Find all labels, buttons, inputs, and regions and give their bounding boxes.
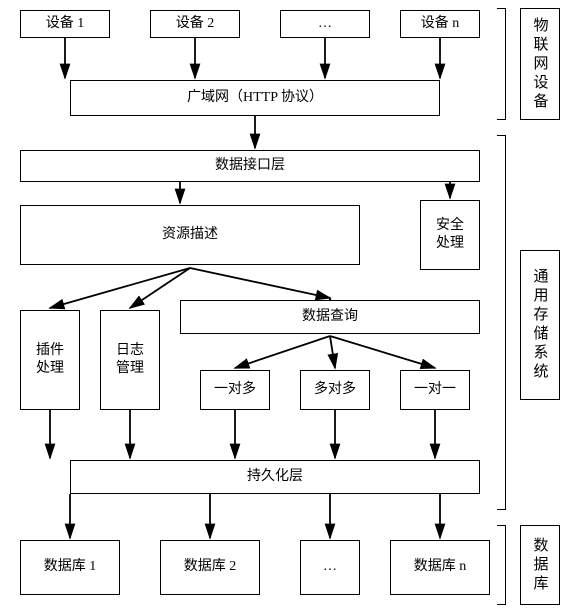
node-db2: 数据库 2 <box>160 540 260 595</box>
node-resdesc: 资源描述 <box>20 205 360 265</box>
section-iot-label: 物联网设备 <box>520 8 560 120</box>
node-devn: 设备 n <box>400 10 480 38</box>
node-plugin: 插件 处理 <box>20 310 80 410</box>
section-storage-label: 通用存储系统 <box>520 250 560 400</box>
node-m2m: 多对多 <box>300 370 370 410</box>
node-dbn: 数据库 n <box>390 540 490 595</box>
node-dev2: 设备 2 <box>150 10 240 38</box>
node-sec: 安全 处理 <box>420 200 480 270</box>
node-wan: 广域网（HTTP 协议） <box>70 80 440 116</box>
node-persist: 持久化层 <box>70 460 480 494</box>
node-dbdot: … <box>300 540 360 595</box>
node-devdot: … <box>280 10 370 38</box>
bracket-iot <box>498 8 506 120</box>
node-one2m: 一对多 <box>200 370 270 410</box>
section-db-label: 数据库 <box>520 525 560 605</box>
node-log: 日志 管理 <box>100 310 160 410</box>
bracket-storage <box>498 135 506 510</box>
node-one2one: 一对一 <box>400 370 470 410</box>
node-dev1: 设备 1 <box>20 10 110 38</box>
node-iface: 数据接口层 <box>20 150 480 182</box>
bracket-db <box>498 525 506 605</box>
node-query: 数据查询 <box>180 300 480 334</box>
node-db1: 数据库 1 <box>20 540 120 595</box>
